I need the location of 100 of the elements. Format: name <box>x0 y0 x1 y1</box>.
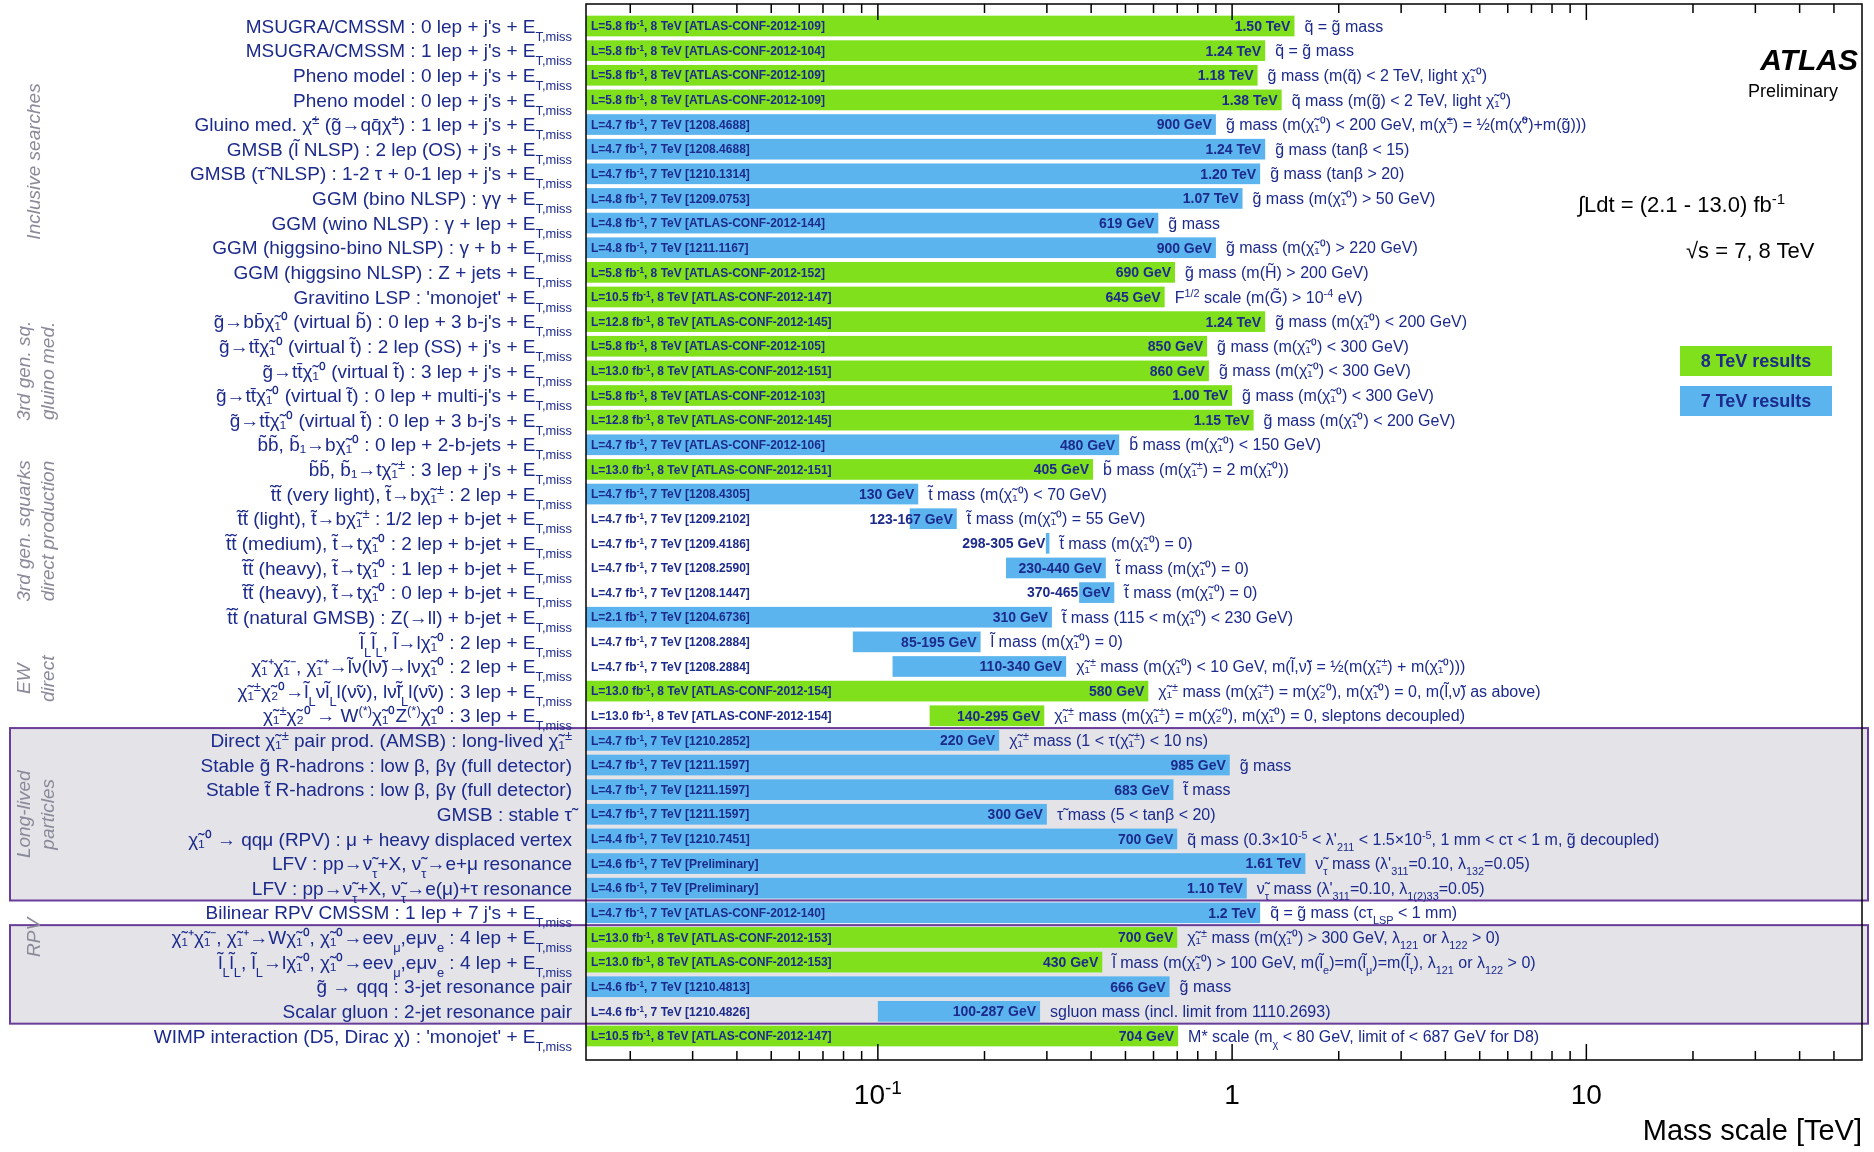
x-axis-title: Mass scale [TeV] <box>1642 1114 1862 1146</box>
text: 480 GeV <box>1059 436 1116 453</box>
text: 1.38 TeV <box>1221 91 1278 108</box>
annotation: L=4.8 fb$^{-1}$, 7 TeV [1209.0753] <box>591 191 750 206</box>
text: 690 GeV <box>1115 264 1172 281</box>
annotation: L=4.7 fb$^{-1}$, 7 TeV [1208.4305] <box>591 486 750 502</box>
annotation: g̃ mass <box>1239 756 1292 774</box>
annotation: ATLAS <box>1759 43 1858 76</box>
annotation: L=4.7 fb$^{-1}$, 7 TeV [1208.4688] <box>591 117 750 132</box>
annotation: χ̃₁$^{±}$ mass (m(χ̃₁$^{±}$) = m(χ̃₂⁰), m(χ̃₁⁰) = 0, m(l̃,ν̃) as above) <box>1158 680 1541 700</box>
annotation: q̃ = g̃ mass (cτ$_{LSP}$ < 1 mm) <box>1270 904 1458 927</box>
annotation: L=4.8 fb$^{-1}$, 7 TeV [1211.1167] <box>591 240 749 255</box>
annotation: L=4.7 fb$^{-1}$, 7 TeV [1210.2852] <box>591 733 750 748</box>
annotation: g̃ mass (m(χ̃₁⁰) < 300 GeV) <box>1218 362 1411 380</box>
text: 700 GeV <box>1117 929 1174 946</box>
annotation: F$^{1/2}$ scale (m(G̃) > 10$^{-4}$ eV) <box>1174 286 1363 306</box>
text: 985 GeV <box>1170 756 1226 773</box>
annotation: g̃ mass (m(χ̃₁⁰) > 50 GeV) <box>1252 190 1436 208</box>
text: 1.61 TeV <box>1245 855 1302 872</box>
annotation: L=4.7 fb$^{-1}$, 7 TeV [1211.1597] <box>591 782 750 797</box>
text: 1.10 TeV <box>1186 880 1243 897</box>
annotation: L=4.6 fb$^{-1}$, 7 TeV [Preliminary] <box>591 856 759 871</box>
annotation: L=4.7 fb$^{-1}$, 7 TeV [1211.1597] <box>591 757 750 773</box>
bar <box>586 902 1261 924</box>
text: 85-195 GeV <box>901 633 977 650</box>
annotation: t̃ mass (m(χ̃₁⁰) < 70 GeV) <box>926 484 1107 503</box>
annotation: L=12.8 fb$^{-1}$, 8 TeV [ATLAS-CONF-2012-145] <box>591 412 832 428</box>
annotation: t̃ mass (m(χ̃₁⁰) = 0) <box>1114 558 1249 577</box>
annotation: L=4.7 fb$^{-1}$, 7 TeV [1211.1597] <box>591 806 750 822</box>
text: 850 GeV <box>1147 338 1204 355</box>
y-tick-label: LFV : pp→ν̃$_{τ}$+X, ν̃$_{τ}$→e+μ resonance <box>272 853 572 881</box>
annotation: ∫Ldt = (2.1 - 13.0) fb$^{-1}$ <box>1576 189 1786 217</box>
y-tick-label: Stable g̃ R-hadrons : low β, βγ (full detector) <box>200 754 572 776</box>
annotation: L=4.7 fb$^{-1}$, 7 TeV [1208.2884] <box>591 634 750 650</box>
text: 1.07 TeV <box>1182 190 1239 207</box>
annotation: L=4.7 fb$^{-1}$, 7 TeV [1208.2884] <box>591 659 750 674</box>
annotation: L=4.7 fb$^{-1}$, 7 TeV [ATLAS-CONF-2012-140] <box>591 905 825 921</box>
annotation: g̃ mass (m(H̃) > 200 GeV) <box>1185 262 1369 281</box>
annotation: L=5.8 fb$^{-1}$, 8 TeV [ATLAS-CONF-2012-104] <box>591 43 825 58</box>
y-tick-label: Scalar gluon : 2-jet resonance pair <box>282 1001 573 1022</box>
text: 3rd gen. sq. gluino med. <box>13 320 58 422</box>
annotation: ν̃$_{τ}$ mass (λ'$_{311}$=0.10, λ$_{1(2)33}$=0.05) <box>1256 879 1485 902</box>
text: 900 GeV <box>1156 239 1212 256</box>
annotation: b̃ mass (m(χ̃₁$^{±}$) = 2 m(χ̃₁⁰)) <box>1103 459 1289 479</box>
annotation: l̃ mass (m(χ̃₁⁰) = 0) <box>988 631 1123 651</box>
text: 1.20 TeV <box>1200 165 1257 182</box>
annotation: q̃ mass (m(g̃) < 2 TeV, light χ̃₁⁰) <box>1291 91 1512 109</box>
annotation: Preliminary <box>1747 81 1838 101</box>
text: 110-340 GeV <box>979 658 1063 675</box>
annotation: χ̃₁$^{±}$ mass (1 < τ(χ̃₁$^{±}$) < 10 ns) <box>1009 729 1208 749</box>
text: 1.00 TeV <box>1172 387 1229 404</box>
annotation: t̃ mass (m(χ̃₁⁰) = 55 GeV) <box>965 509 1146 528</box>
bar <box>586 976 1170 998</box>
text: Long-lived particles <box>13 769 58 859</box>
bar <box>586 237 1216 259</box>
text: 300 GeV <box>987 806 1043 823</box>
annotation: L=13.0 fb$^{-1}$, 8 TeV [ATLAS-CONF-2012-154] <box>591 683 832 699</box>
bar <box>586 163 1261 185</box>
text: l̃ mass (m(χ̃₁⁰) > 100 GeV, m(l̃$_{e}$)=m(l̃$_{μ}$)=m(l̃$_{τ}$), λ$_{121}$ or λ$_{122}$ > 0) <box>1112 953 1536 976</box>
annotation: L=5.8 fb$^{-1}$, 8 TeV [ATLAS-CONF-2012-109] <box>591 67 825 83</box>
text: 619 GeV <box>1099 214 1155 231</box>
text: 405 GeV <box>1033 461 1090 478</box>
text: 8 TeV results <box>1700 351 1812 372</box>
annotation: L=13.0 fb$^{-1}$, 8 TeV [ATLAS-CONF-2012-154] <box>591 708 832 723</box>
annotation: L=4.8 fb$^{-1}$, 7 TeV [ATLAS-CONF-2012-144] <box>591 215 825 231</box>
annotation: √s = 7, 8 TeV <box>1686 238 1815 263</box>
y-tick-label: Stable t̃ R-hadrons : low β, βγ (full detector) <box>205 779 572 801</box>
annotation: τ̃ mass (5 < tanβ < 20) <box>1056 805 1216 823</box>
annotation: L=4.4 fb$^{-1}$, 7 TeV [1210.7451] <box>591 831 750 847</box>
text: 3rd gen. squarks direct production <box>13 459 58 602</box>
annotation: t̃ mass <box>1181 780 1231 799</box>
annotation: χ̃₁$^{±}$ mass (m(χ̃₁$^{±}$) = m(χ̃₂⁰), m(χ̃₁⁰) = 0, sleptons decoupled) <box>1054 705 1465 725</box>
text: 683 GeV <box>1114 781 1170 798</box>
annotation: L=4.7 fb$^{-1}$, 7 TeV [1210.1314] <box>591 166 750 182</box>
text: 580 GeV <box>1089 683 1145 700</box>
bar <box>586 114 1216 135</box>
text: 700 GeV <box>1117 830 1174 847</box>
bar <box>586 138 1266 160</box>
y-tick-label: GMSB : stable τ̃ <box>436 803 579 825</box>
y-tick-label: WIMP interaction (D5, Dirac χ) : 'monojet' + E$_{T,miss}$ <box>153 1025 572 1054</box>
bar <box>586 311 1266 332</box>
text: 298-305 GeV <box>962 535 1046 552</box>
text: 230-440 GeV <box>1018 559 1102 576</box>
annotation: g̃ mass (m(χ̃₁⁰) < 200 GeV) <box>1263 411 1456 429</box>
annotation: L=5.8 fb$^{-1}$, 8 TeV [ATLAS-CONF-2012-109] <box>591 92 825 108</box>
annotation: M* scale (m$_{χ}$ < 80 GeV, limit of < 687 GeV for D8) <box>1188 1027 1540 1050</box>
annotation: g̃ mass (m(q̃) < 2 TeV, light χ̃₁⁰) <box>1267 66 1488 84</box>
text: 7 TeV results <box>1700 391 1812 412</box>
annotation: g̃ mass (m(χ̃₁⁰) < 300 GeV) <box>1242 387 1434 405</box>
annotation: L=13.0 fb$^{-1}$, 8 TeV [ATLAS-CONF-2012-151] <box>591 462 832 477</box>
text: 900 GeV <box>1156 116 1212 133</box>
text: 140-295 GeV <box>957 707 1041 724</box>
text: 1.24 TeV <box>1205 141 1262 158</box>
text: 220 GeV <box>939 732 996 749</box>
bar <box>586 64 1258 86</box>
annotation: L=4.7 fb$^{-1}$, 7 TeV [ATLAS-CONF-2012-106] <box>591 437 825 452</box>
text: 310 GeV <box>992 609 1048 626</box>
annotation: g̃ mass <box>1179 978 1232 996</box>
text: Inclusive searches <box>23 82 44 240</box>
annotation: g̃ mass (m(χ̃₁⁰) < 200 GeV) <box>1275 313 1468 331</box>
